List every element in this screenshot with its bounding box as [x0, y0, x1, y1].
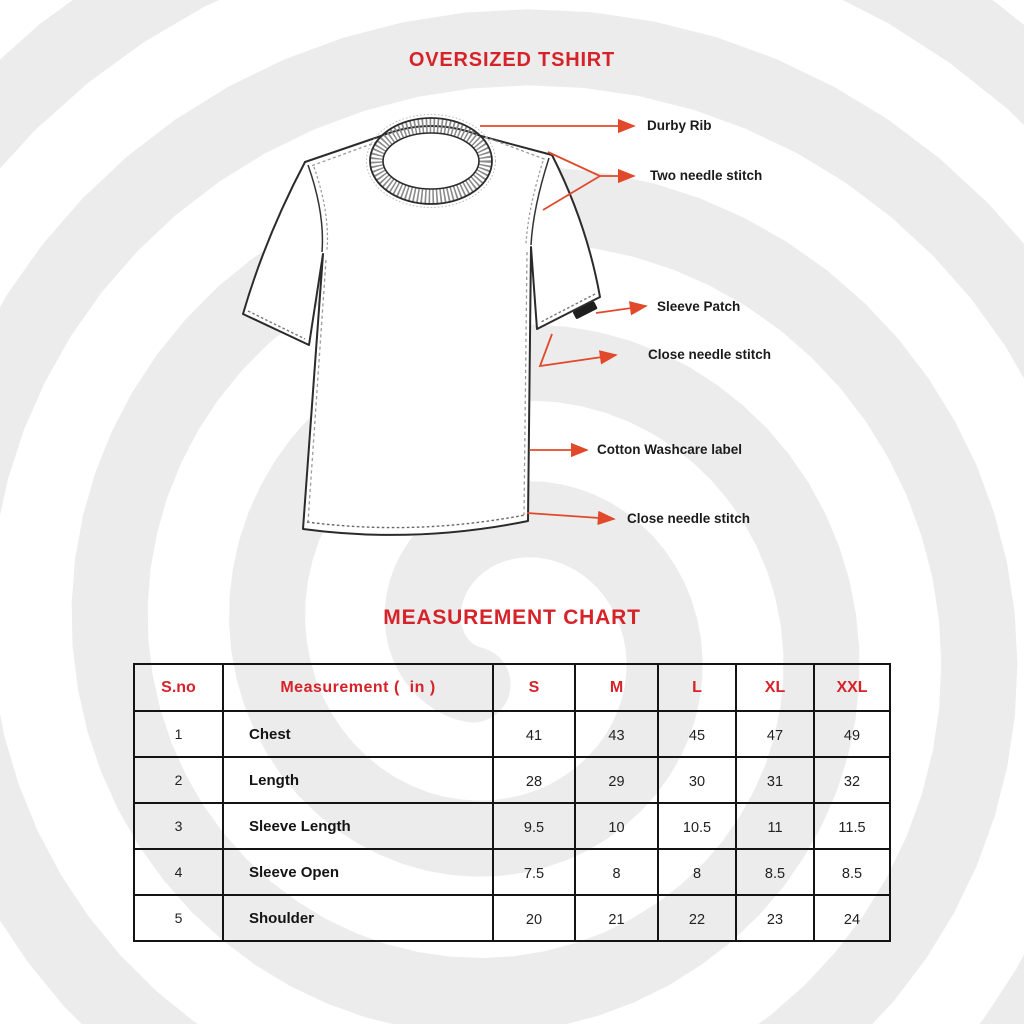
cell-value: 47	[735, 710, 815, 758]
cell-name: Length	[222, 756, 494, 804]
cell-name: Chest	[222, 710, 494, 758]
cell-value: 45	[657, 710, 737, 758]
header-size-xxl: XXL	[813, 663, 891, 712]
header-measurement: Measurement ( in )	[222, 663, 494, 712]
leader-two-needle-fork	[542, 151, 602, 211]
cell-value: 22	[657, 894, 737, 942]
leader-close-needle-bottom	[526, 510, 616, 526]
cell-value: 7.5	[492, 848, 576, 896]
cell-value: 23	[735, 894, 815, 942]
table-header-row: S.no Measurement ( in ) S M L XL XXL	[133, 663, 891, 712]
table-row: 5 Shoulder 20 21 22 23 24	[133, 894, 891, 942]
cell-sno: 5	[133, 894, 224, 942]
cell-sno: 4	[133, 848, 224, 896]
cell-sno: 2	[133, 756, 224, 804]
collar-stitch	[366, 114, 496, 208]
header-size-xl: XL	[735, 663, 815, 712]
cell-value: 24	[813, 894, 891, 942]
cell-value: 8.5	[735, 848, 815, 896]
cell-value: 20	[492, 894, 576, 942]
callout-label-close-needle-stitch-bottom: Close needle stitch	[627, 511, 751, 526]
cell-value: 10.5	[657, 802, 737, 850]
cell-value: 31	[735, 756, 815, 804]
header-size-s: S	[492, 663, 576, 712]
collar-rib-hatching	[369, 118, 493, 204]
callout-label-close-needle-stitch-sleeve: Close needle stitch	[648, 347, 772, 362]
shoulder-stitch	[310, 136, 548, 167]
armhole-stitch	[313, 160, 544, 251]
header-sno: S.no	[133, 663, 224, 712]
collar-inner-edge	[382, 132, 480, 190]
tshirt-illustration	[242, 114, 601, 536]
table-row: 4 Sleeve Open 7.5 8 8 8.5 8.5	[133, 848, 891, 896]
header-size-m: M	[574, 663, 659, 712]
cell-value: 8	[574, 848, 659, 896]
cell-value: 11	[735, 802, 815, 850]
bottom-hem-stitch	[306, 514, 526, 529]
sleeve-patch	[573, 301, 598, 319]
cell-value: 10	[574, 802, 659, 850]
cell-name: Sleeve Length	[222, 802, 494, 850]
side-seam-stitch	[307, 251, 528, 523]
cell-value: 43	[574, 710, 659, 758]
cell-value: 32	[813, 756, 891, 804]
page-title: OVERSIZED TSHIRT	[408, 49, 616, 71]
cell-value: 41	[492, 710, 576, 758]
leader-sleeve-patch	[595, 301, 648, 316]
cell-sno: 1	[133, 710, 224, 758]
cell-value: 8.5	[813, 848, 891, 896]
table-row: 2 Length 28 29 30 31 32	[133, 756, 891, 804]
cell-name: Shoulder	[222, 894, 494, 942]
sleeve-hem-stitch	[247, 293, 596, 340]
cell-value: 30	[657, 756, 737, 804]
callout-label-durby-rib: Durby Rib	[647, 118, 712, 133]
cell-name: Sleeve Open	[222, 848, 494, 896]
measurement-chart-title: MEASUREMENT CHART	[383, 606, 641, 629]
table-row: 1 Chest 41 43 45 47 49	[133, 710, 891, 758]
cell-value: 8	[657, 848, 737, 896]
measurement-table: S.no Measurement ( in ) S M L XL XXL 1 C…	[133, 663, 891, 942]
callout-label-cotton-washcare: Cotton Washcare label	[597, 442, 743, 457]
cell-value: 9.5	[492, 802, 576, 850]
collar-outer-edge	[369, 117, 493, 205]
cell-value: 21	[574, 894, 659, 942]
callout-label-sleeve-patch: Sleeve Patch	[657, 299, 741, 314]
leader-close-needle-sleeve	[538, 333, 618, 368]
armhole-seam	[307, 157, 550, 253]
table-row: 3 Sleeve Length 9.5 10 10.5 11 11.5	[133, 802, 891, 850]
cell-value: 28	[492, 756, 576, 804]
header-size-l: L	[657, 663, 737, 712]
cell-sno: 3	[133, 802, 224, 850]
cell-value: 11.5	[813, 802, 891, 850]
cell-value: 49	[813, 710, 891, 758]
callout-label-two-needle-stitch: Two needle stitch	[650, 168, 763, 183]
cell-value: 29	[574, 756, 659, 804]
